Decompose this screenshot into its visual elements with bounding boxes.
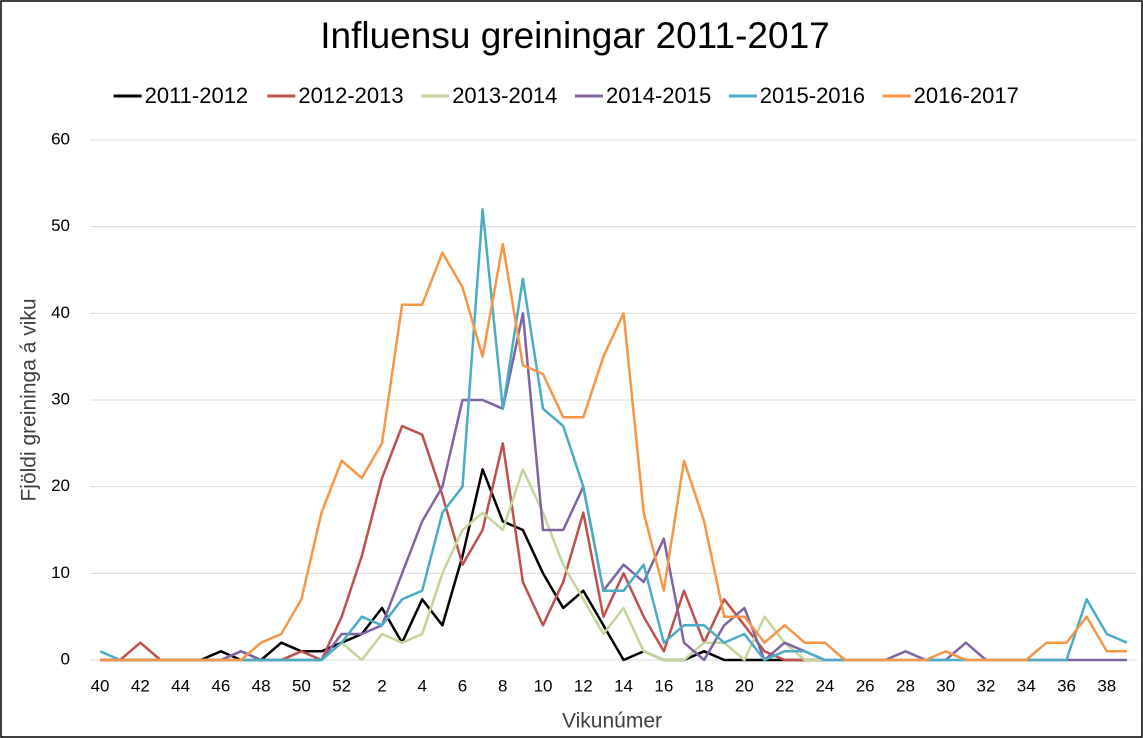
x-tick-label: 34 bbox=[1017, 676, 1036, 695]
legend-label: 2012-2013 bbox=[298, 83, 403, 108]
x-tick-label: 52 bbox=[332, 676, 351, 695]
x-tick-label: 6 bbox=[458, 676, 467, 695]
x-tick-label: 36 bbox=[1057, 676, 1076, 695]
y-tick-label: 10 bbox=[51, 563, 70, 582]
x-tick-label: 14 bbox=[614, 676, 633, 695]
x-tick-label: 4 bbox=[417, 676, 426, 695]
x-tick-label: 42 bbox=[131, 676, 150, 695]
legend-label: 2014-2015 bbox=[606, 83, 711, 108]
x-tick-label: 24 bbox=[815, 676, 834, 695]
x-tick-label: 22 bbox=[775, 676, 794, 695]
legend-label: 2013-2014 bbox=[452, 83, 557, 108]
y-tick-label: 60 bbox=[51, 129, 70, 148]
x-tick-label: 20 bbox=[735, 676, 754, 695]
y-tick-label: 20 bbox=[51, 476, 70, 495]
x-tick-label: 26 bbox=[856, 676, 875, 695]
x-tick-label: 38 bbox=[1097, 676, 1116, 695]
chart-title: Influensu greiningar 2011-2017 bbox=[320, 15, 829, 56]
legend-label: 2011-2012 bbox=[145, 83, 249, 108]
y-tick-label: 0 bbox=[61, 649, 70, 668]
x-tick-label: 48 bbox=[252, 676, 271, 695]
x-tick-label: 12 bbox=[574, 676, 593, 695]
x-tick-label: 18 bbox=[695, 676, 714, 695]
x-axis-label: Vikunúmer bbox=[562, 710, 662, 733]
y-tick-label: 30 bbox=[51, 389, 70, 408]
x-tick-label: 44 bbox=[171, 676, 190, 695]
x-tick-label: 10 bbox=[534, 676, 553, 695]
series-line bbox=[100, 468, 825, 662]
x-tick-label: 40 bbox=[91, 676, 110, 695]
x-tick-label: 30 bbox=[936, 676, 955, 695]
series-line bbox=[99, 208, 1128, 662]
y-tick-label: 40 bbox=[51, 303, 70, 322]
y-axis-label: Fjöldi greininga á viku bbox=[18, 298, 41, 501]
legend-label: 2016-2017 bbox=[914, 83, 1019, 108]
x-tick-label: 8 bbox=[498, 676, 507, 695]
y-tick-label: 50 bbox=[51, 216, 70, 235]
x-tick-label: 46 bbox=[211, 676, 230, 695]
series-line bbox=[100, 242, 1127, 662]
legend-label: 2015-2016 bbox=[760, 83, 865, 108]
x-tick-label: 2 bbox=[377, 676, 386, 695]
x-tick-label: 50 bbox=[292, 676, 311, 695]
x-tick-label: 28 bbox=[896, 676, 915, 695]
x-tick-label: 32 bbox=[977, 676, 996, 695]
x-tick-label: 16 bbox=[654, 676, 673, 695]
